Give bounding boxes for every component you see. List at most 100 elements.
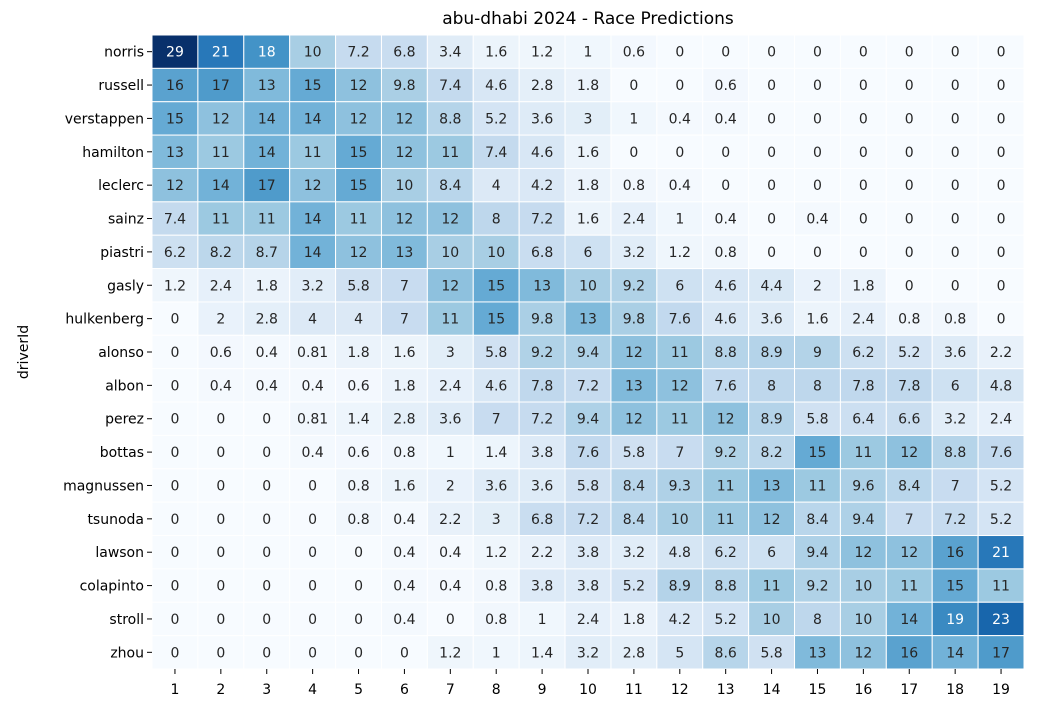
heatmap-cell	[656, 501, 704, 537]
cell-value-label: 1	[629, 111, 638, 127]
cell-value-label: 6.2	[715, 545, 737, 561]
cell-value-label: 7.6	[669, 312, 691, 328]
cell-value-label: 7.2	[531, 412, 553, 428]
cell-value-label: 0	[170, 445, 179, 461]
cell-value-label: 9.2	[715, 445, 737, 461]
cell-value-label: 2	[446, 478, 455, 494]
cell-value-label: 0	[675, 78, 684, 94]
cell-value-label: 12	[671, 378, 689, 394]
x-tick-label: 10	[579, 682, 597, 698]
cell-value-label: 6.2	[852, 345, 874, 361]
cell-value-label: 3.2	[623, 545, 645, 561]
cell-value-label: 11	[441, 312, 459, 328]
cell-value-label: 0.8	[485, 579, 507, 595]
cell-value-label: 5.8	[760, 645, 782, 661]
cell-value-label: 0.4	[256, 345, 278, 361]
cell-value-label: 0	[813, 111, 822, 127]
heatmap-cell	[426, 601, 474, 637]
cell-value-label: 0	[675, 145, 684, 161]
y-tick-label: bottas	[100, 445, 144, 461]
heatmap-cell	[748, 568, 796, 603]
cell-value-label: 0	[262, 612, 271, 628]
cell-value-label: 13	[396, 245, 414, 261]
heatmap-cell	[151, 234, 199, 270]
cell-value-label: 9.8	[393, 78, 415, 94]
y-tick-label: piastri	[100, 245, 144, 261]
x-tick-label: 7	[446, 682, 455, 698]
cell-value-label: 0.8	[347, 478, 369, 494]
heatmap-cell	[794, 635, 841, 670]
heatmap-cell	[610, 535, 658, 570]
heatmap-cell	[885, 535, 933, 570]
heatmap-cell	[977, 468, 1025, 503]
heatmap-cell	[702, 201, 750, 236]
heatmap-cell	[197, 101, 245, 136]
heatmap-cell	[794, 268, 841, 303]
cell-value-label: 11	[717, 478, 735, 494]
cell-value-label: 8.8	[439, 111, 461, 127]
heatmap-cell	[518, 301, 566, 336]
cell-value-label: 5.8	[623, 445, 645, 461]
cell-value-label: 2.4	[623, 212, 645, 228]
cell-value-label: 11	[763, 579, 781, 595]
cell-value-label: 8.4	[439, 178, 461, 194]
cell-value-label: 0.4	[393, 545, 415, 561]
cell-value-label: 12	[350, 78, 368, 94]
heatmap-cell	[243, 468, 291, 503]
y-tick-label: sainz	[108, 212, 144, 228]
cell-value-label: 8	[767, 378, 776, 394]
heatmap-cell	[472, 301, 520, 336]
heatmap-cell	[426, 167, 474, 203]
heatmap-cell	[839, 468, 887, 503]
cell-value-label: 16	[166, 78, 184, 94]
heatmap-cell	[518, 101, 566, 136]
x-tick-label: 3	[262, 682, 271, 698]
cell-value-label: 11	[671, 412, 689, 428]
heatmap-cell	[839, 101, 887, 136]
heatmap-cell	[931, 601, 979, 637]
cell-value-label: 8.8	[715, 345, 737, 361]
cell-value-label: 4.2	[669, 612, 691, 628]
cell-value-label: 2.8	[531, 78, 553, 94]
heatmap-cell	[243, 368, 291, 403]
heatmap-cell	[472, 434, 520, 470]
heatmap-cell	[610, 601, 658, 637]
cell-value-label: 0	[951, 212, 960, 228]
cell-value-label: 12	[900, 545, 918, 561]
cell-value-label: 3.2	[623, 245, 645, 261]
cell-value-label: 21	[992, 545, 1010, 561]
cell-value-label: 12	[854, 645, 872, 661]
cell-value-label: 2.2	[990, 345, 1012, 361]
heatmap-cell	[518, 234, 566, 270]
cell-value-label: 15	[487, 312, 505, 328]
cell-value-label: 3	[584, 111, 593, 127]
cell-value-label: 10	[579, 278, 597, 294]
heatmap-cell	[885, 34, 933, 69]
cell-value-label: 6.2	[164, 245, 186, 261]
cell-value-label: 7	[905, 512, 914, 528]
heatmap-cell	[426, 434, 474, 470]
cell-value-label: 0	[767, 111, 776, 127]
heatmap-cell	[931, 368, 979, 403]
x-tick-label: 5	[354, 682, 363, 698]
cell-value-label: 5.8	[485, 345, 507, 361]
cell-value-label: 7.2	[577, 378, 599, 394]
cell-value-label: 0	[997, 111, 1006, 127]
cell-value-label: 1	[446, 445, 455, 461]
heatmap-cell	[243, 635, 291, 670]
heatmap-cell	[426, 635, 474, 670]
x-tick-label: 12	[671, 682, 689, 698]
cell-value-label: 0	[675, 45, 684, 61]
heatmap-cell	[564, 101, 612, 136]
cell-value-label: 8.4	[623, 478, 645, 494]
cell-value-label: 0	[767, 45, 776, 61]
cell-value-label: 15	[350, 145, 368, 161]
cell-value-label: 0	[262, 645, 271, 661]
heatmap-cell	[426, 234, 474, 270]
heatmap-cell	[977, 301, 1025, 336]
cell-value-label: 9.2	[623, 278, 645, 294]
cell-value-label: 15	[166, 111, 184, 127]
cell-value-label: 10	[854, 612, 872, 628]
cell-value-label: 2	[813, 278, 822, 294]
cell-value-label: 12	[396, 111, 414, 127]
